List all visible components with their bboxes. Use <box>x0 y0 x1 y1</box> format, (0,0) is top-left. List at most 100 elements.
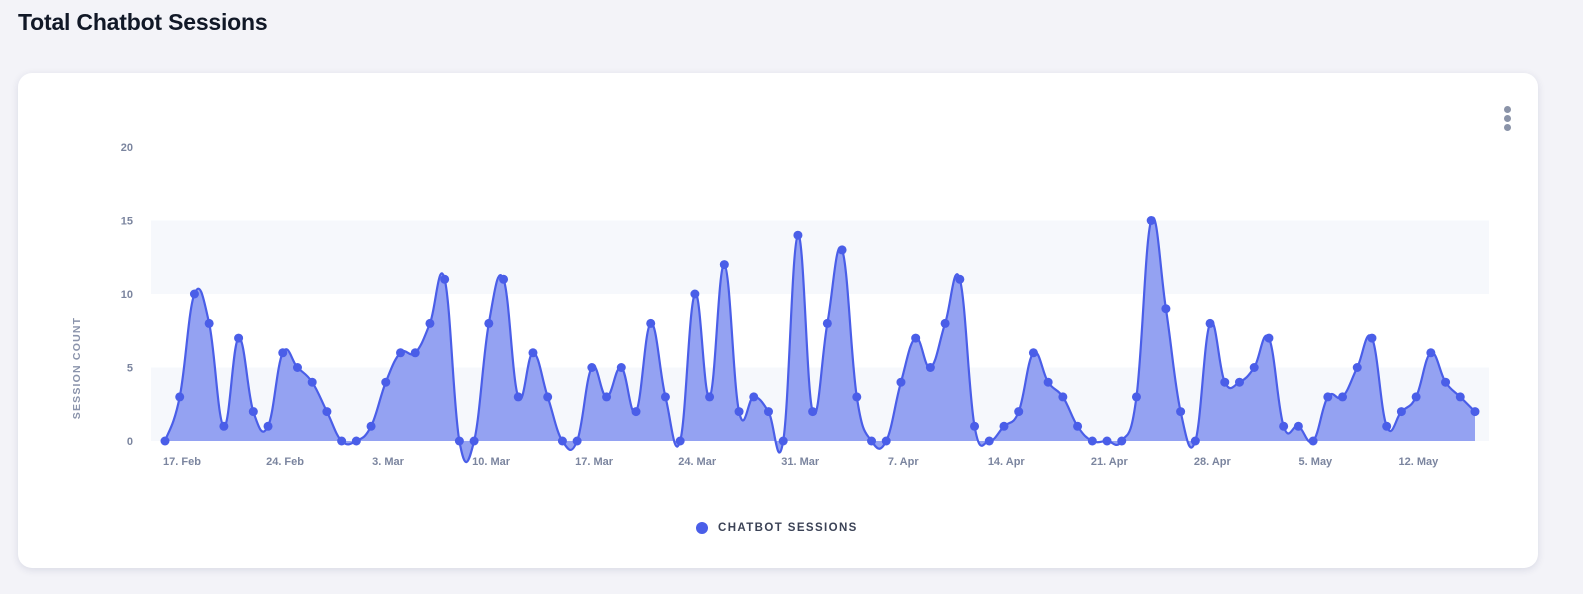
data-point[interactable] <box>749 392 759 402</box>
data-point[interactable] <box>1205 318 1215 328</box>
data-point[interactable] <box>984 436 994 446</box>
data-point[interactable] <box>1455 392 1465 402</box>
data-point[interactable] <box>440 274 450 284</box>
data-point[interactable] <box>940 318 950 328</box>
data-point[interactable] <box>1220 377 1230 387</box>
data-point[interactable] <box>1087 436 1097 446</box>
y-tick-label: 0 <box>127 436 133 448</box>
data-point[interactable] <box>1352 363 1362 372</box>
data-point[interactable] <box>1131 392 1141 402</box>
data-point[interactable] <box>763 407 773 417</box>
sessions-chart: 0 5 10 15 20 SESSION COUNT 17. Feb 24. Feb 3. … <box>71 142 1489 468</box>
data-point[interactable] <box>1161 304 1171 314</box>
data-point[interactable] <box>1308 436 1318 446</box>
data-point[interactable] <box>911 333 921 343</box>
data-point[interactable] <box>1426 348 1436 358</box>
y-tick-label: 5 <box>127 363 133 375</box>
data-point[interactable] <box>1264 333 1274 343</box>
data-point[interactable] <box>955 274 965 284</box>
data-point[interactable] <box>1102 436 1112 446</box>
data-point[interactable] <box>454 436 464 446</box>
data-point[interactable] <box>484 318 494 328</box>
data-point[interactable] <box>381 377 391 387</box>
data-point[interactable] <box>189 289 199 299</box>
data-point[interactable] <box>1293 421 1303 431</box>
data-point[interactable] <box>1146 216 1156 225</box>
data-point[interactable] <box>808 407 818 417</box>
data-point[interactable] <box>1249 363 1259 372</box>
data-point[interactable] <box>587 363 597 372</box>
data-point[interactable] <box>719 260 729 270</box>
data-point[interactable] <box>528 348 538 358</box>
data-point[interactable] <box>263 421 273 431</box>
data-point[interactable] <box>616 363 626 372</box>
data-point[interactable] <box>778 436 788 446</box>
data-point[interactable] <box>925 363 935 372</box>
data-point[interactable] <box>396 348 406 358</box>
x-tick-label: 31. Mar <box>781 456 820 468</box>
data-point[interactable] <box>248 407 258 417</box>
data-point[interactable] <box>322 407 332 417</box>
data-point[interactable] <box>410 348 420 358</box>
data-point[interactable] <box>1190 436 1200 446</box>
data-point[interactable] <box>602 392 612 402</box>
legend-item-chatbot-sessions[interactable]: CHATBOT SESSIONS <box>696 522 858 534</box>
data-point[interactable] <box>675 436 685 446</box>
data-point[interactable] <box>881 436 891 446</box>
data-point[interactable] <box>1234 377 1244 387</box>
data-point[interactable] <box>705 392 715 402</box>
data-point[interactable] <box>631 407 641 417</box>
data-point[interactable] <box>734 407 744 417</box>
data-point[interactable] <box>896 377 906 387</box>
page-title: Total Chatbot Sessions <box>18 9 268 35</box>
data-point[interactable] <box>1117 436 1127 446</box>
data-point[interactable] <box>1338 392 1348 402</box>
data-point[interactable] <box>970 421 980 431</box>
data-point[interactable] <box>1382 421 1392 431</box>
data-point[interactable] <box>1470 407 1480 417</box>
data-point[interactable] <box>1411 392 1421 402</box>
data-point[interactable] <box>1176 407 1186 417</box>
data-point[interactable] <box>351 436 361 446</box>
data-point[interactable] <box>1058 392 1068 402</box>
data-point[interactable] <box>234 333 244 343</box>
data-point[interactable] <box>572 436 582 446</box>
data-point[interactable] <box>513 392 523 402</box>
data-point[interactable] <box>160 436 170 446</box>
data-point[interactable] <box>999 421 1009 431</box>
data-point[interactable] <box>867 436 877 446</box>
series-line <box>163 216 1476 464</box>
data-point[interactable] <box>307 377 317 387</box>
data-point[interactable] <box>660 392 670 402</box>
data-point[interactable] <box>837 245 847 255</box>
y-tick-label: 15 <box>121 216 133 228</box>
data-point[interactable] <box>366 421 376 431</box>
data-point[interactable] <box>852 392 862 402</box>
data-point[interactable] <box>337 436 347 446</box>
data-point[interactable] <box>1367 333 1377 343</box>
data-point[interactable] <box>175 392 185 402</box>
data-point[interactable] <box>1396 407 1406 417</box>
data-point[interactable] <box>543 392 553 402</box>
data-point[interactable] <box>557 436 567 446</box>
data-point[interactable] <box>1441 377 1451 387</box>
data-point[interactable] <box>1014 407 1024 417</box>
data-point[interactable] <box>646 318 656 328</box>
data-point[interactable] <box>822 318 832 328</box>
data-point[interactable] <box>1043 377 1053 387</box>
data-point[interactable] <box>793 230 803 240</box>
data-point[interactable] <box>499 274 509 284</box>
data-point[interactable] <box>425 318 435 328</box>
data-point[interactable] <box>1073 421 1083 431</box>
data-point[interactable] <box>1279 421 1289 431</box>
data-point[interactable] <box>1323 392 1333 402</box>
data-point[interactable] <box>219 421 229 431</box>
data-point[interactable] <box>292 363 302 372</box>
data-point[interactable] <box>204 318 214 328</box>
data-point[interactable] <box>278 348 288 358</box>
x-tick-label: 12. May <box>1399 456 1440 468</box>
data-point[interactable] <box>1028 348 1038 358</box>
data-point[interactable] <box>690 289 700 299</box>
data-point[interactable] <box>469 436 479 446</box>
kebab-menu-icon[interactable] <box>1502 106 1512 132</box>
